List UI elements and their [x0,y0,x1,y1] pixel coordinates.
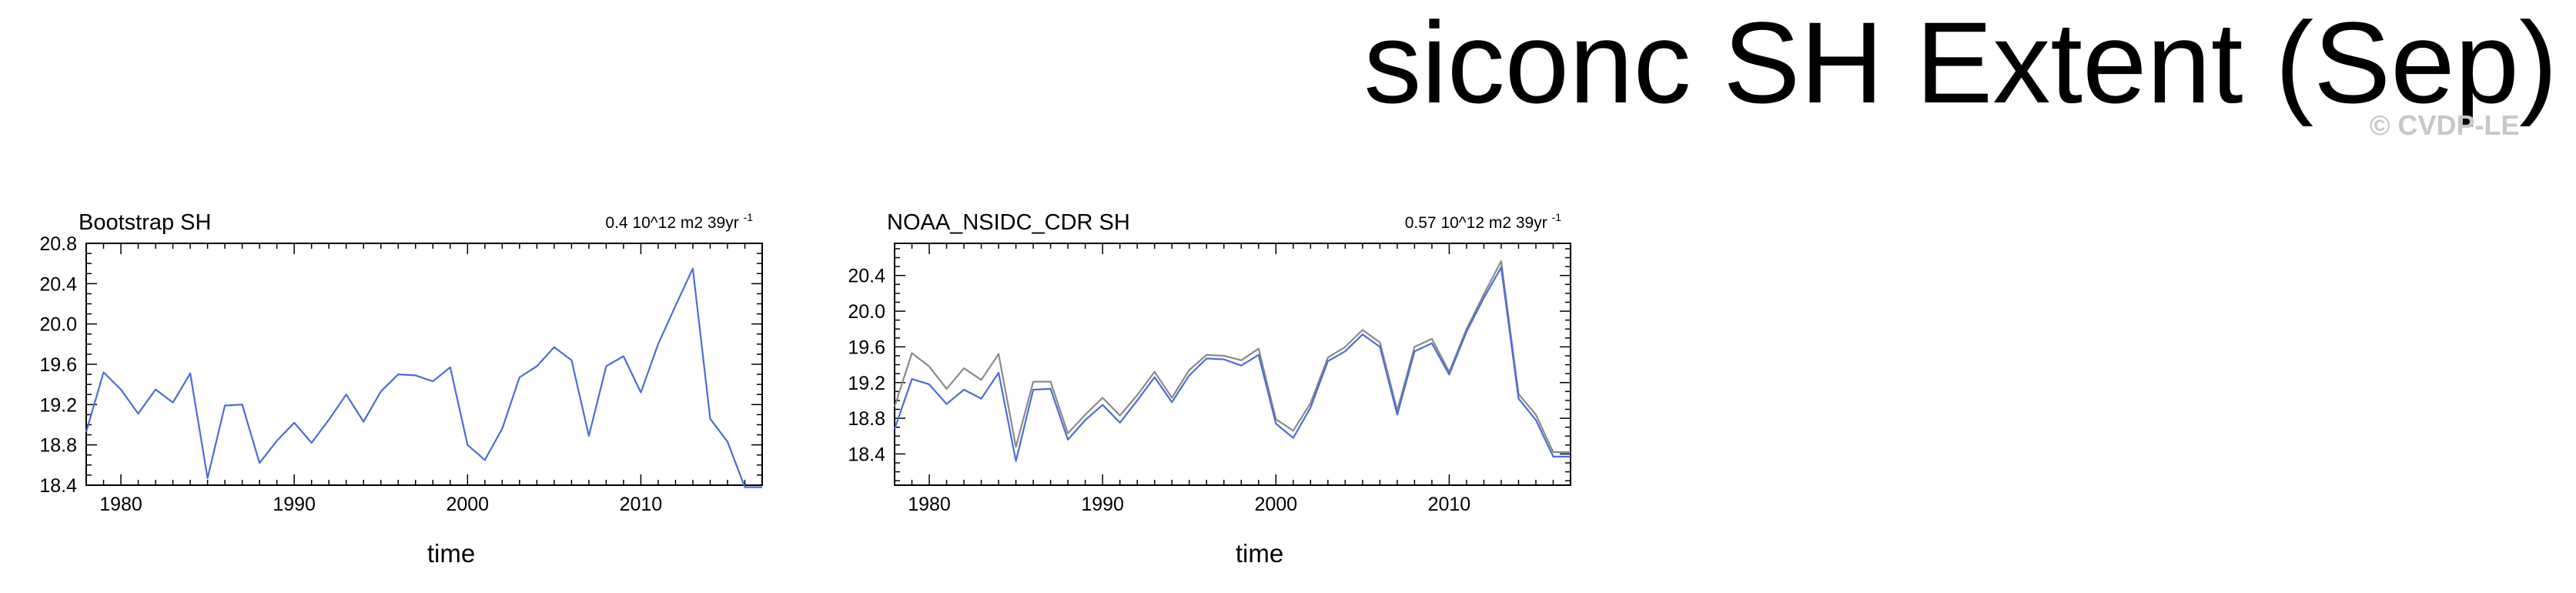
x-tick-label: 1990 [273,494,316,515]
y-tick-label: 18.4 [848,444,885,465]
y-tick-label: 20.8 [39,233,77,255]
x-tick-label: 2010 [620,494,663,515]
panel-2: NOAA_NSIDC_CDR SH 0.57 10^12 m2 39yr -1 19… [848,210,1571,568]
x-tick-label: 1980 [908,494,951,515]
main-title: siconc SH Extent (Sep) [1363,0,2558,127]
watermark: © CVDP-LE [2370,109,2520,141]
x-tick-label: 1990 [1081,494,1124,515]
y-tick-label: 18.4 [39,475,77,497]
y-tick-label: 19.6 [39,354,77,376]
panel-1: Bootstrap SH 0.4 10^12 m2 39yr -1 1980 1990… [39,210,763,568]
series-line-2 [893,266,1571,462]
series-line-1 [85,267,762,488]
y-tick-label: 20.4 [39,273,77,295]
y-tick-label: 19.6 [848,337,885,358]
x-tick-label: 2010 [1428,494,1471,515]
y-tick-label: 20.4 [848,266,885,287]
x-tick-label: 1980 [99,494,142,515]
plot-frame [894,243,1571,486]
annotation-superscript: -1 [744,211,754,223]
panel-title: Bootstrap SH [79,210,211,235]
y-tick-label: 20.0 [39,314,77,336]
plot-frame [85,243,763,486]
y-tick-label: 19.2 [39,394,77,416]
x-tick-label: 2000 [1254,494,1297,515]
series-line-1 [893,260,1571,454]
x-tick-label: 2000 [446,494,489,515]
x-axis-label: time [1236,539,1283,568]
y-tick-label: 18.8 [39,435,77,457]
y-tick-label: 19.2 [848,373,885,394]
annotation-superscript: -1 [1552,211,1562,223]
panel-annotation: 0.57 10^12 m2 39yr -1 [1405,211,1561,232]
x-axis-label: time [427,539,475,568]
panel-annotation: 0.4 10^12 m2 39yr -1 [605,211,753,232]
panel-title: NOAA_NSIDC_CDR SH [887,210,1130,235]
y-tick-label: 20.0 [848,301,885,323]
y-tick-label: 18.8 [848,408,885,430]
